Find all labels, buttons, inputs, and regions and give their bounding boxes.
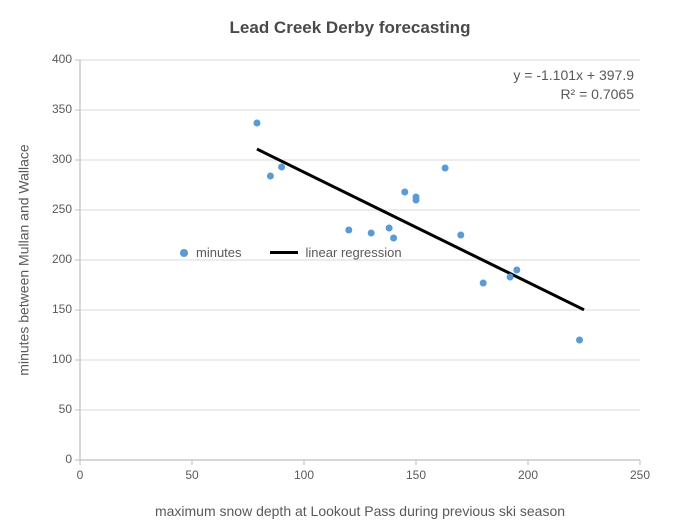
legend-regression-label: linear regression — [306, 245, 402, 260]
legend-marker-icon — [180, 249, 188, 257]
y-tick-label: 100 — [42, 352, 72, 366]
y-tick-label: 400 — [42, 52, 72, 66]
y-tick-label: 200 — [42, 252, 72, 266]
x-tick-label: 50 — [180, 468, 204, 482]
y-tick-label: 0 — [42, 452, 72, 466]
regression-r2: R² = 0.7065 — [513, 85, 634, 104]
y-axis-label: minutes between Mullan and Wallace — [16, 144, 32, 375]
y-tick-label: 350 — [42, 102, 72, 116]
y-tick-label: 250 — [42, 202, 72, 216]
chart-container: Lead Creek Derby forecasting minutes bet… — [0, 0, 700, 525]
x-tick-label: 250 — [628, 468, 652, 482]
y-tick-label: 50 — [42, 402, 72, 416]
x-axis-label: maximum snow depth at Lookout Pass durin… — [80, 503, 640, 519]
plot-svg — [80, 60, 640, 460]
regression-equation-box: y = -1.101x + 397.9 R² = 0.7065 — [513, 66, 634, 104]
y-tick-label: 300 — [42, 152, 72, 166]
x-tick-label: 200 — [516, 468, 540, 482]
legend: minutes linear regression — [180, 245, 402, 260]
x-tick-label: 150 — [404, 468, 428, 482]
y-axis-label-wrap: minutes between Mullan and Wallace — [14, 60, 34, 460]
x-tick-label: 0 — [68, 468, 92, 482]
legend-entry-series: minutes — [180, 245, 242, 260]
y-tick-label: 150 — [42, 302, 72, 316]
chart-title: Lead Creek Derby forecasting — [0, 18, 700, 38]
legend-series-label: minutes — [196, 245, 242, 260]
x-tick-label: 100 — [292, 468, 316, 482]
plot-area: minutes linear regression y = -1.101x + … — [80, 60, 640, 460]
legend-line-icon — [270, 251, 298, 254]
regression-equation: y = -1.101x + 397.9 — [513, 66, 634, 85]
legend-entry-regression: linear regression — [270, 245, 402, 260]
